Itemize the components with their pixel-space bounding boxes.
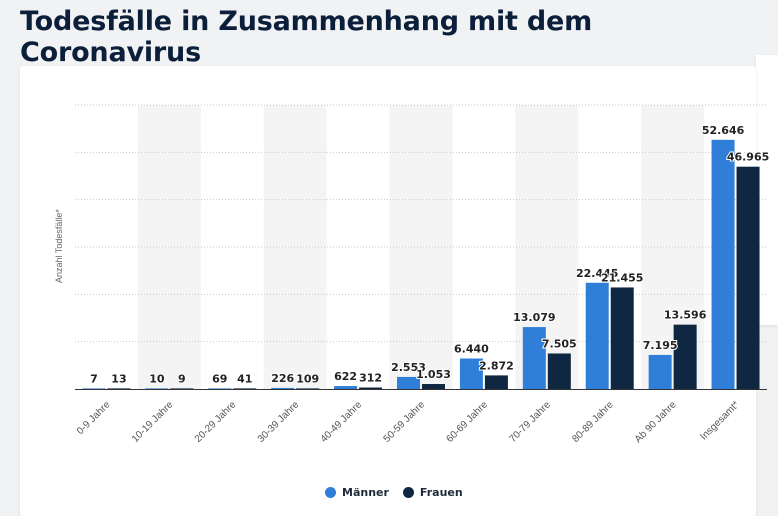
- x-tick-label: 40-49 Jahre: [319, 399, 365, 445]
- data-label-maenner: 622: [334, 370, 357, 383]
- bar-frauen: [107, 388, 131, 389]
- data-label-frauen: 13: [111, 372, 126, 385]
- data-labels: 7 13 10 9 69 41 226 109 622 3122.5531.0536.4402.8…: [89, 123, 770, 387]
- bar-frauen: [673, 324, 697, 389]
- bar-maenner: [208, 388, 232, 389]
- x-tick-label: 0-9 Jahre: [75, 399, 113, 437]
- category-band: [263, 105, 327, 389]
- data-label-maenner: 69: [212, 372, 227, 385]
- legend-label-maenner: Männer: [342, 486, 389, 499]
- x-tick-label: 10-19 Jahre: [130, 399, 176, 445]
- data-label-frauen: 7.505: [542, 337, 577, 350]
- x-tick-labels: 0-9 Jahre 10-19 Jahre 20-29 Jahre 30-39 Jah…: [75, 399, 742, 445]
- side-panel-edge: [756, 55, 778, 325]
- x-tick-label: Insgesamt*: [699, 399, 742, 442]
- data-label-frauen: 21.455: [601, 271, 643, 284]
- page-title: Todesfälle in Zusammenhang mit dem Coron…: [20, 6, 593, 68]
- legend: Männer Frauen: [325, 486, 463, 499]
- x-tick-label: 70-79 Jahre: [507, 399, 553, 445]
- gridlines: [75, 104, 767, 390]
- data-label-frauen: 9: [178, 372, 186, 385]
- category-band: [137, 105, 201, 389]
- bar-frauen: [610, 287, 634, 389]
- data-label-maenner: 226: [271, 372, 294, 385]
- bar-frauen: [296, 388, 320, 389]
- bar-maenner: [522, 327, 546, 389]
- legend-item-frauen[interactable]: Frauen: [402, 486, 463, 499]
- legend-marker-frauen: [402, 487, 414, 498]
- x-tick-label: 50-59 Jahre: [382, 399, 428, 445]
- data-label-frauen: 46.965: [727, 151, 769, 164]
- bar-maenner: [585, 282, 609, 389]
- data-label-frauen: 312: [359, 372, 382, 385]
- bar-frauen: [422, 384, 445, 389]
- bar-frauen: [547, 353, 571, 389]
- x-tick-label: 30-39 Jahre: [256, 399, 302, 445]
- bar-maenner: [459, 358, 483, 389]
- x-tick-label: 60-69 Jahre: [445, 399, 491, 445]
- bar-frauen: [736, 166, 760, 389]
- bar-maenner: [145, 388, 169, 389]
- bar-maenner: [711, 139, 735, 389]
- data-label-frauen: 41: [237, 372, 252, 385]
- data-label-maenner: 52.646: [702, 124, 745, 137]
- data-label-frauen: 109: [296, 372, 319, 385]
- bar-maenner: [334, 386, 358, 389]
- data-label-frauen: 1.053: [416, 368, 451, 381]
- bar-frauen: [359, 387, 383, 389]
- bar-maenner: [397, 376, 420, 389]
- data-label-maenner: 7.195: [643, 339, 678, 352]
- x-tick-label: 20-29 Jahre: [193, 399, 239, 445]
- data-label-frauen: 2.872: [479, 359, 514, 372]
- bar-chart: 7 13 10 9 69 41 226 109 622 3122.5531.0536.4402.8…: [54, 104, 770, 445]
- data-label-maenner: 6.440: [454, 343, 489, 356]
- bar-frauen: [484, 375, 508, 389]
- y-axis-label: Anzahl Todesfälle*: [54, 209, 64, 283]
- legend-item-maenner[interactable]: Männer: [325, 486, 389, 499]
- x-tick-label: 80-89 Jahre: [570, 399, 616, 445]
- data-label-frauen: 13.596: [664, 309, 707, 322]
- data-label-maenner: 10: [149, 372, 165, 385]
- legend-label-frauen: Frauen: [419, 486, 463, 499]
- bar-maenner: [82, 388, 106, 389]
- data-label-maenner: 7: [90, 372, 98, 385]
- data-label-maenner: 13.079: [513, 311, 555, 324]
- data-label-maenner: 2.553: [391, 361, 426, 374]
- legend-marker-maenner: [325, 487, 336, 498]
- bar-frauen: [233, 388, 257, 389]
- data-label-maenner: 22.445: [576, 267, 618, 280]
- bar-frauen: [170, 388, 194, 389]
- x-tick-label: Ab 90 Jahre: [633, 399, 679, 445]
- bar-maenner: [648, 354, 672, 389]
- bar-maenner: [271, 387, 295, 389]
- bars: [82, 139, 760, 389]
